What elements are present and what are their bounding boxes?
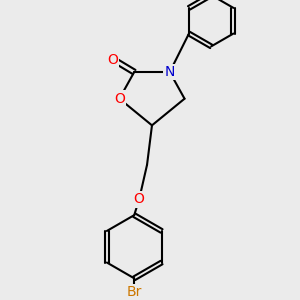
Text: O: O [107, 53, 118, 67]
Text: Br: Br [127, 285, 142, 299]
Text: O: O [114, 92, 125, 106]
Text: O: O [134, 192, 145, 206]
Text: N: N [165, 65, 175, 79]
